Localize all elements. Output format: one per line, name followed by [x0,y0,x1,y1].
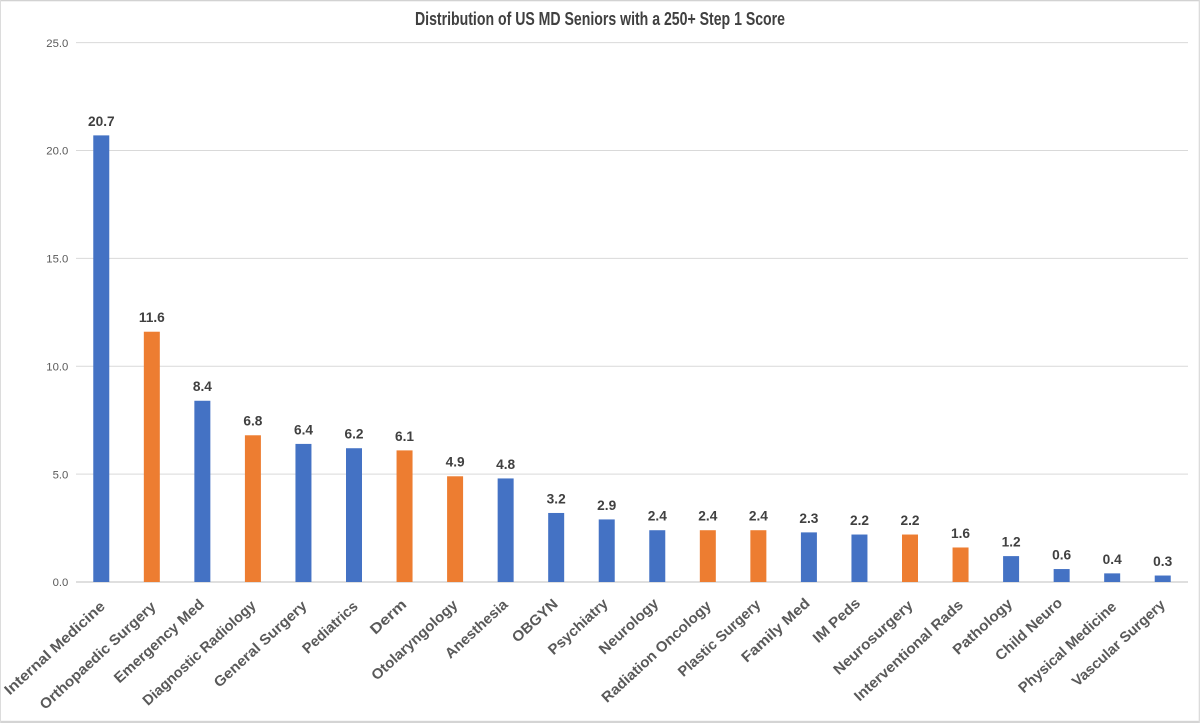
svg-text:0.4: 0.4 [1103,552,1122,567]
svg-text:2.4: 2.4 [749,509,768,524]
svg-text:6.8: 6.8 [243,414,262,429]
svg-text:2.9: 2.9 [597,498,616,513]
svg-text:20.7: 20.7 [88,114,115,129]
svg-text:2.4: 2.4 [698,509,717,524]
svg-text:2.3: 2.3 [799,511,818,526]
svg-text:15.0: 15.0 [46,254,68,266]
svg-text:8.4: 8.4 [193,379,212,394]
svg-text:4.9: 4.9 [446,455,465,470]
svg-text:20.0: 20.0 [46,146,68,158]
svg-text:3.2: 3.2 [547,491,566,506]
svg-text:10.0: 10.0 [46,361,68,373]
svg-text:0.3: 0.3 [1153,554,1172,569]
svg-text:0.6: 0.6 [1052,548,1071,563]
svg-text:5.0: 5.0 [53,469,69,481]
svg-text:2.2: 2.2 [900,513,919,528]
svg-text:0.0: 0.0 [53,577,69,589]
svg-text:Distribution of US MD Seniors: Distribution of US MD Seniors with a 250… [415,9,785,29]
svg-text:2.4: 2.4 [648,509,667,524]
svg-text:6.2: 6.2 [344,427,363,442]
svg-text:6.1: 6.1 [395,429,414,444]
svg-text:11.6: 11.6 [139,310,165,325]
svg-text:4.8: 4.8 [496,457,515,472]
svg-text:2.2: 2.2 [850,513,869,528]
svg-text:1.2: 1.2 [1002,535,1021,550]
svg-text:25.0: 25.0 [46,38,68,50]
svg-text:6.4: 6.4 [294,422,313,437]
svg-text:1.6: 1.6 [951,526,970,541]
